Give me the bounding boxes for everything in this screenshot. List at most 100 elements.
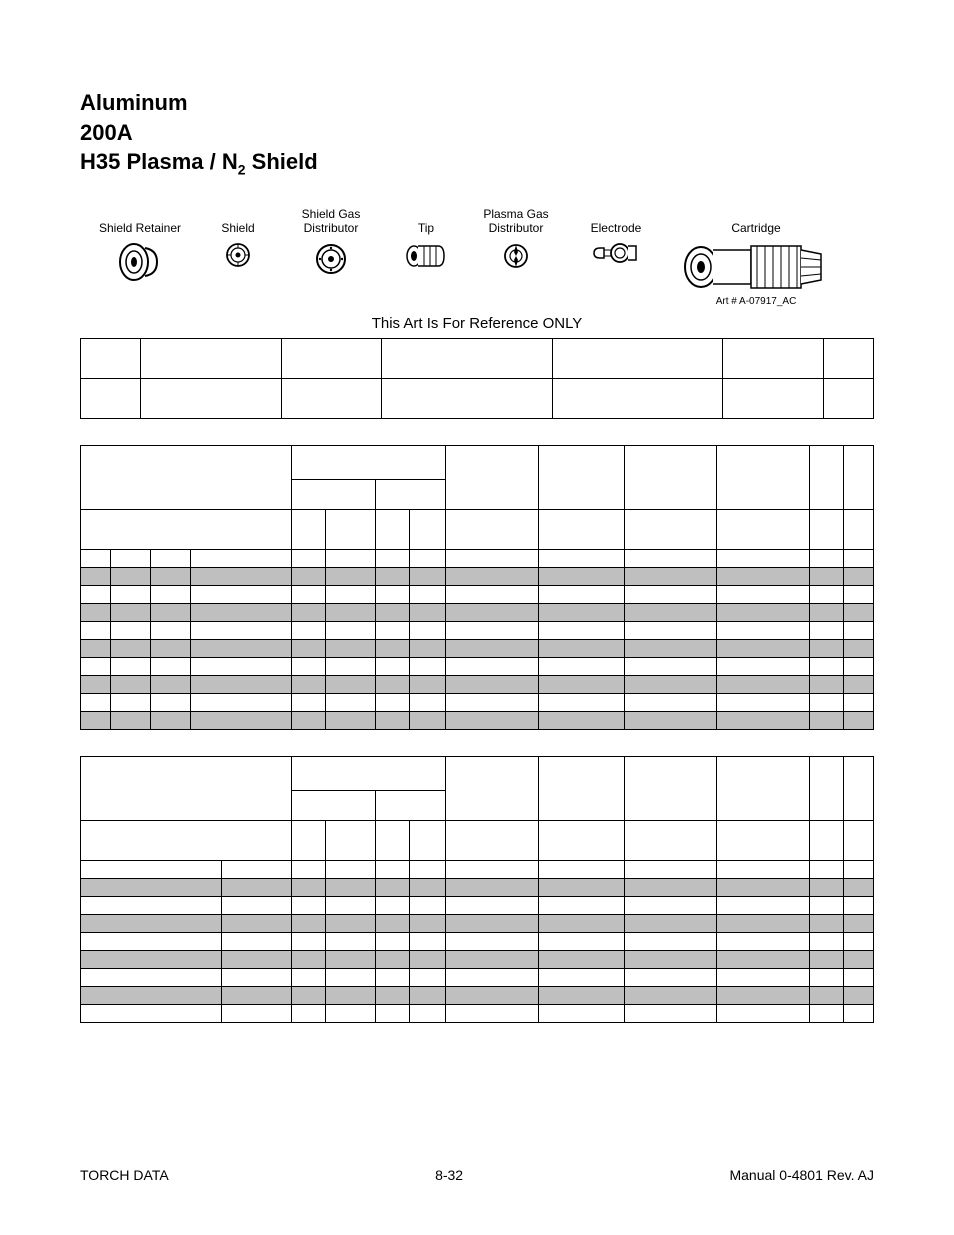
table-row — [81, 757, 874, 791]
cell — [624, 712, 716, 730]
cell — [843, 676, 873, 694]
cell — [538, 933, 624, 951]
cell — [291, 640, 325, 658]
cell — [717, 622, 809, 640]
table-row — [81, 879, 874, 897]
cell — [281, 339, 381, 379]
cell — [843, 987, 873, 1005]
cell — [81, 586, 111, 604]
cell — [717, 969, 809, 987]
cell — [538, 821, 624, 861]
cell — [81, 897, 222, 915]
part-shield: Shield — [200, 208, 276, 268]
cell — [538, 712, 624, 730]
part-tip: Tip — [386, 208, 466, 270]
cell — [446, 987, 538, 1005]
cell — [221, 987, 291, 1005]
cell — [376, 586, 410, 604]
cell — [809, 1005, 843, 1023]
part-shield-retainer: Shield Retainer — [80, 208, 200, 282]
cell — [717, 951, 809, 969]
cell — [376, 676, 410, 694]
cell — [410, 897, 446, 915]
part-label: Electrode — [591, 208, 642, 236]
table-row — [81, 1005, 874, 1023]
cell — [809, 879, 843, 897]
part-label: Plasma GasDistributor — [483, 208, 548, 236]
cell — [809, 568, 843, 586]
cell — [446, 915, 538, 933]
cell — [410, 933, 446, 951]
cell — [221, 1005, 291, 1023]
cell — [446, 933, 538, 951]
cell — [111, 586, 151, 604]
cell — [809, 586, 843, 604]
part-icon — [592, 242, 640, 264]
part-label: Cartridge — [731, 208, 780, 236]
cell — [538, 640, 624, 658]
cell — [624, 510, 716, 550]
title-line-1: Aluminum — [80, 88, 874, 118]
cell — [446, 604, 538, 622]
cell — [151, 676, 191, 694]
cell — [151, 622, 191, 640]
cell — [325, 821, 375, 861]
cell — [625, 897, 717, 915]
cell — [191, 712, 291, 730]
cell — [291, 622, 325, 640]
cell — [717, 446, 809, 510]
cell — [325, 694, 375, 712]
cell — [410, 821, 446, 861]
part-icon — [502, 242, 530, 270]
cell — [325, 712, 375, 730]
cell — [376, 658, 410, 676]
cell — [446, 879, 538, 897]
part-label: Tip — [418, 208, 434, 236]
cell — [809, 550, 843, 568]
cell — [81, 694, 111, 712]
cell — [538, 658, 624, 676]
cell — [111, 604, 151, 622]
table-row — [81, 339, 874, 379]
cell — [809, 676, 843, 694]
cell — [843, 951, 873, 969]
table-row — [81, 568, 874, 586]
cell — [717, 586, 809, 604]
cell — [625, 757, 717, 821]
cell — [291, 550, 325, 568]
cell — [410, 658, 446, 676]
cell — [717, 550, 809, 568]
cell — [446, 586, 538, 604]
cell — [625, 951, 717, 969]
cell — [325, 861, 375, 879]
cell — [624, 694, 716, 712]
cell — [111, 568, 151, 586]
table-row — [81, 640, 874, 658]
cell — [81, 640, 111, 658]
cell — [291, 969, 325, 987]
cell — [624, 586, 716, 604]
cell — [538, 987, 624, 1005]
cell — [191, 586, 291, 604]
part-icon — [225, 242, 251, 268]
cell — [538, 694, 624, 712]
cell — [81, 510, 292, 550]
cell — [291, 694, 325, 712]
cell — [624, 550, 716, 568]
table-row — [81, 586, 874, 604]
cell — [723, 379, 823, 419]
cell — [717, 510, 809, 550]
cell — [111, 550, 151, 568]
cell — [410, 951, 446, 969]
cell — [717, 1005, 809, 1023]
part-cartridge: CartridgeArt # A-07917_AC — [666, 208, 846, 308]
cell — [291, 879, 325, 897]
cell — [291, 915, 325, 933]
cell — [538, 897, 624, 915]
cell — [325, 951, 375, 969]
cell — [843, 658, 873, 676]
cell — [291, 676, 325, 694]
cell — [410, 586, 446, 604]
cell — [843, 604, 873, 622]
cell — [809, 951, 843, 969]
